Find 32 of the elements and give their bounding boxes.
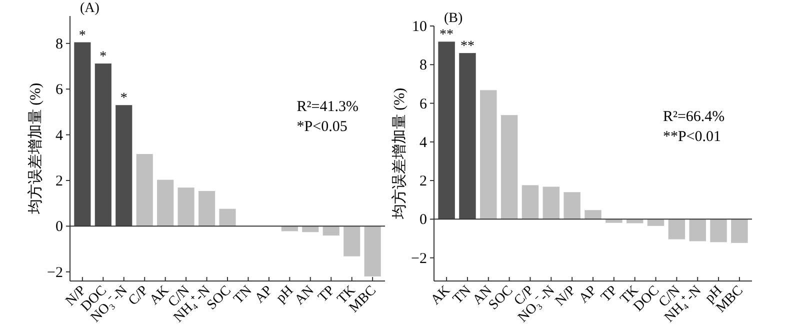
chart-title: (A): [80, 1, 100, 16]
y-tick-label: 6: [56, 82, 64, 98]
y-tick-label: −2: [47, 264, 63, 281]
annotation: *: [78, 28, 86, 44]
annotation: **: [440, 28, 454, 43]
chart-title: (B): [444, 11, 463, 26]
y-tick-label: 8: [420, 58, 427, 74]
x-tick-label: AP: [576, 283, 600, 306]
annotation: **: [460, 39, 474, 54]
x-tick-label: AP: [252, 283, 276, 306]
x-tick-label: TP: [598, 283, 621, 306]
y-tick-label: 8: [56, 36, 63, 52]
x-tick-label: TN: [231, 283, 256, 308]
y-tick-label: 4: [420, 134, 428, 151]
y-tick-label: −2: [411, 250, 427, 267]
y-tick-label: 2: [420, 174, 427, 190]
y-tick-label: 0: [420, 212, 427, 228]
annotation: *: [100, 50, 107, 65]
annotation: R²=66.4%: [662, 109, 725, 125]
annotation: *: [120, 91, 128, 106]
y-axis-title: 均方误差增加量 (%): [391, 88, 408, 220]
annotation: R²=41.3%: [296, 99, 359, 115]
y-tick-label: 0: [56, 219, 63, 236]
y-tick-label: 4: [56, 128, 64, 144]
x-tick-label: C/P: [126, 283, 152, 309]
y-tick-label: 2: [56, 173, 63, 190]
y-tick-label: 6: [420, 96, 428, 112]
x-tick-label: N/P: [552, 283, 580, 310]
annotation: *P<0.05: [296, 119, 348, 135]
y-tick-label: 10: [412, 19, 427, 35]
annotation: **P<0.01: [662, 129, 722, 145]
y-axis-title: 均方误差增加量 (%): [27, 82, 44, 216]
